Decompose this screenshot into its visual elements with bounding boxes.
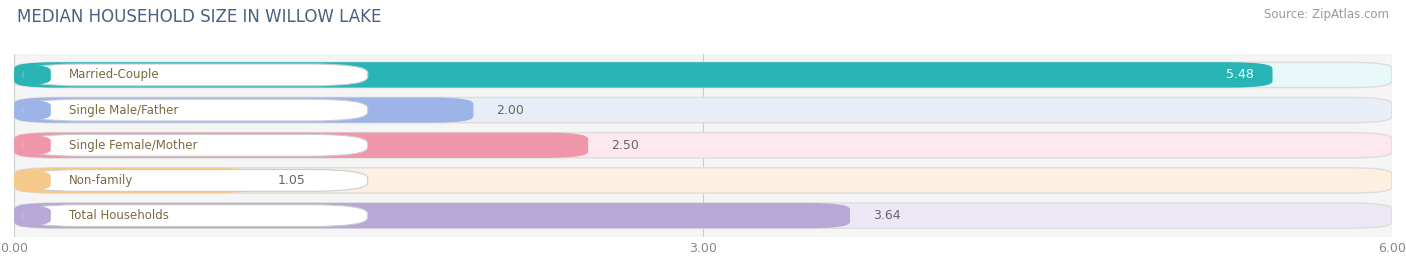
FancyBboxPatch shape bbox=[14, 133, 588, 158]
Text: 2.50: 2.50 bbox=[612, 139, 638, 152]
FancyBboxPatch shape bbox=[10, 64, 65, 86]
Text: Non-family: Non-family bbox=[69, 174, 134, 187]
FancyBboxPatch shape bbox=[14, 97, 474, 123]
Text: 5.48: 5.48 bbox=[1226, 68, 1254, 82]
FancyBboxPatch shape bbox=[24, 205, 368, 226]
FancyBboxPatch shape bbox=[24, 169, 368, 191]
FancyBboxPatch shape bbox=[14, 62, 1392, 88]
FancyBboxPatch shape bbox=[10, 99, 65, 121]
FancyBboxPatch shape bbox=[14, 62, 1272, 88]
FancyBboxPatch shape bbox=[14, 97, 1392, 123]
FancyBboxPatch shape bbox=[14, 168, 256, 193]
Text: 2.00: 2.00 bbox=[496, 104, 524, 116]
FancyBboxPatch shape bbox=[24, 134, 368, 156]
Text: Total Households: Total Households bbox=[69, 209, 169, 222]
Text: 3.64: 3.64 bbox=[873, 209, 901, 222]
FancyBboxPatch shape bbox=[10, 134, 65, 156]
FancyBboxPatch shape bbox=[10, 205, 65, 226]
FancyBboxPatch shape bbox=[14, 133, 1392, 158]
Text: Married-Couple: Married-Couple bbox=[69, 68, 160, 82]
Text: MEDIAN HOUSEHOLD SIZE IN WILLOW LAKE: MEDIAN HOUSEHOLD SIZE IN WILLOW LAKE bbox=[17, 8, 381, 26]
FancyBboxPatch shape bbox=[14, 203, 851, 228]
Text: Single Male/Father: Single Male/Father bbox=[69, 104, 179, 116]
FancyBboxPatch shape bbox=[14, 203, 1392, 228]
FancyBboxPatch shape bbox=[24, 64, 368, 86]
FancyBboxPatch shape bbox=[14, 168, 1392, 193]
Text: Single Female/Mother: Single Female/Mother bbox=[69, 139, 198, 152]
Text: Source: ZipAtlas.com: Source: ZipAtlas.com bbox=[1264, 8, 1389, 21]
Text: 1.05: 1.05 bbox=[278, 174, 307, 187]
FancyBboxPatch shape bbox=[24, 99, 368, 121]
FancyBboxPatch shape bbox=[10, 169, 65, 191]
